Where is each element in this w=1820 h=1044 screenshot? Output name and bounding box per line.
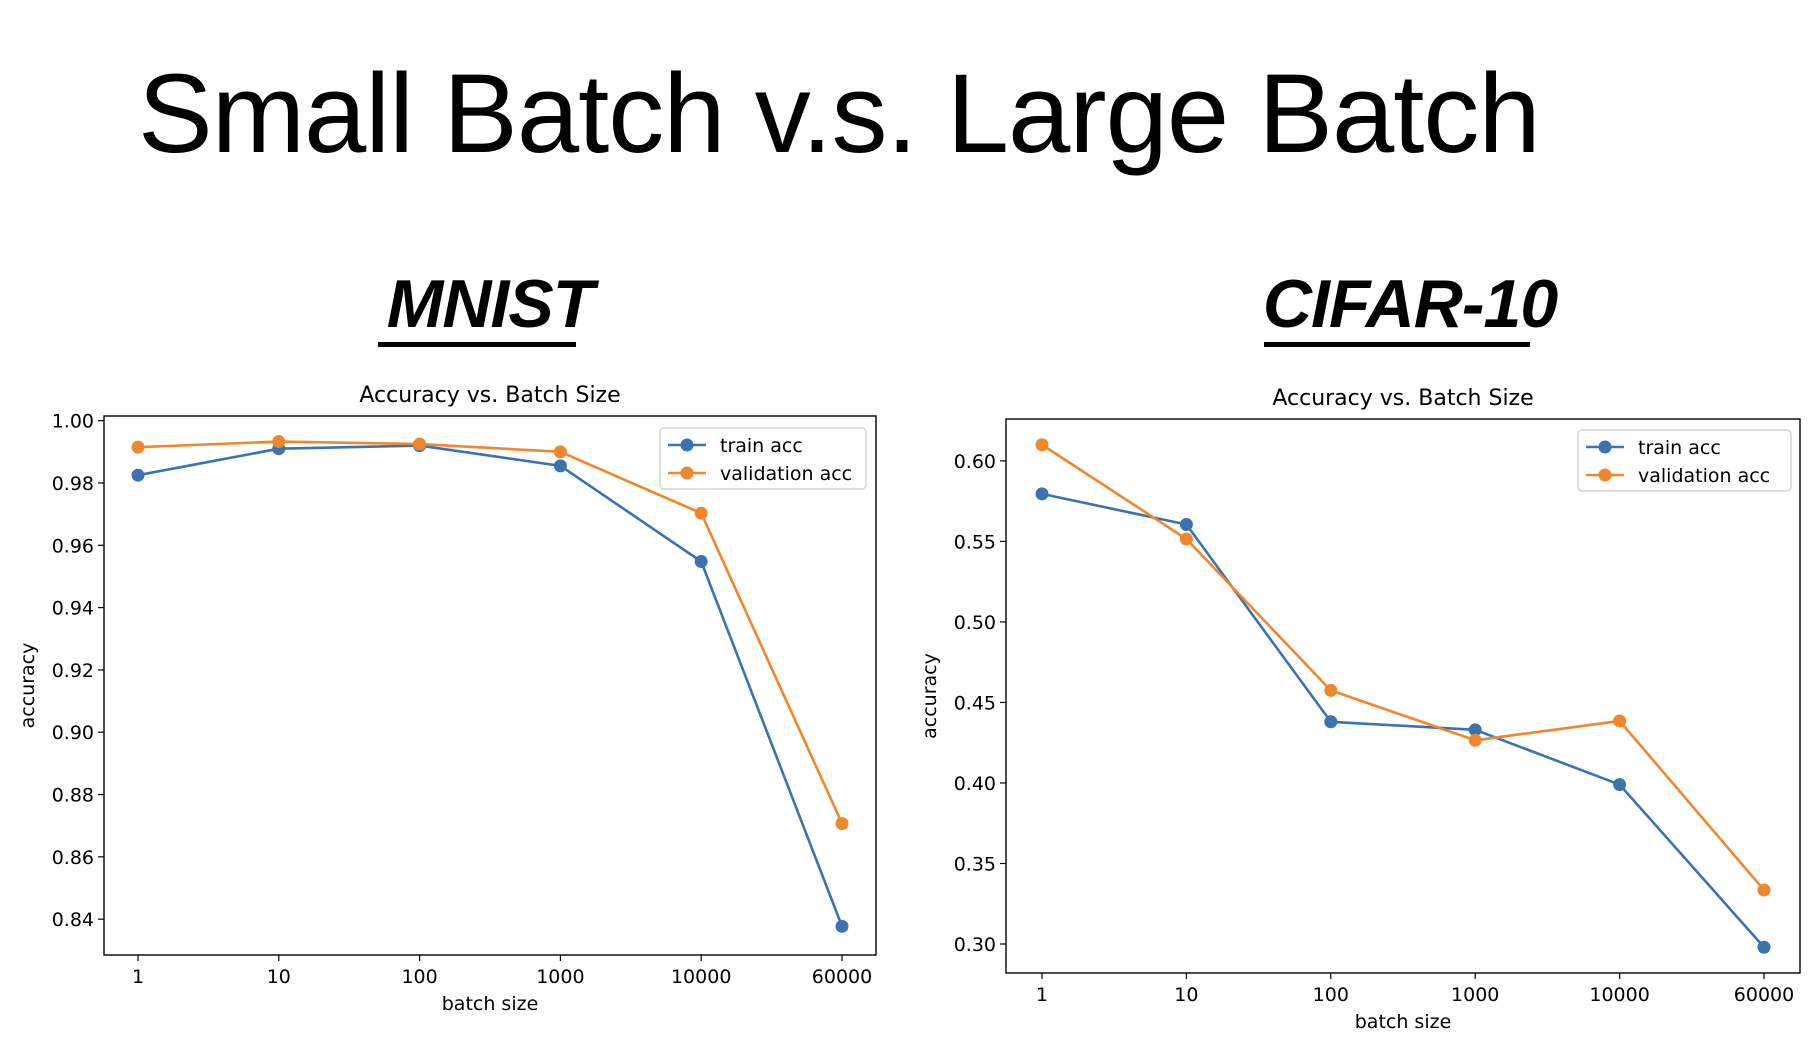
y-tick-label: 0.86 [52,847,94,869]
data-point-train [1757,940,1771,954]
data-point-validation [1468,733,1482,747]
mnist-heading-underline [378,342,576,347]
legend-marker [680,466,694,480]
legend-label: validation acc [1638,465,1770,487]
y-tick-label: 0.88 [52,785,94,807]
chart-mnist: Accuracy vs. Batch Size 1 10 100 1000 10000 60… [17,383,877,1015]
data-point-validation [553,445,567,459]
x-tick-label: 10000 [671,966,731,988]
data-point-validation [272,435,286,449]
data-point-validation [835,817,849,831]
y-tick-label: 0.40 [954,773,996,795]
series-line-train [1041,492,1765,949]
legend-box [659,427,867,490]
chart-title: Accuracy vs. Batch Size [1272,386,1533,411]
data-point-train [272,442,286,456]
data-point-train [413,439,427,453]
y-tick-label: 0.35 [954,853,996,875]
legend-label: train acc [1638,437,1721,459]
data-point-train [1324,715,1338,729]
data-point-train [1179,517,1193,531]
data-point-validation [1035,438,1049,452]
chart-cifar10: Accuracy vs. Batch Size 1 10 100 1000 10000 60… [919,386,1801,1033]
y-tick-label: 0.98 [52,473,94,495]
y-tick-label: 0.50 [954,612,996,634]
y-tick-label: 0.90 [52,722,94,744]
y-tick-label: 0.84 [52,909,94,931]
y-tick-label: 0.60 [954,451,996,473]
x-tick-label: 1 [132,966,144,988]
data-point-validation [131,440,145,454]
data-point-train [835,919,849,933]
data-point-validation [1179,532,1193,546]
series-line-validation [1041,443,1765,891]
plot-frame [1005,418,1801,974]
y-tick-label: 0.94 [52,598,94,620]
data-point-train [553,459,567,473]
x-axis-label: batch size [442,993,539,1015]
data-point-train [131,468,145,482]
y-tick-label: 0.30 [954,934,996,956]
data-point-validation [1613,714,1627,728]
data-point-validation [1757,883,1771,897]
x-tick-label: 10 [1174,984,1198,1006]
y-axis-label: accuracy [919,653,941,739]
y-tick-label: 1.00 [52,411,94,433]
chart-title: Accuracy vs. Batch Size [359,383,620,408]
plot-frame [103,415,877,956]
y-tick-label: 0.96 [52,535,94,557]
y-tick-label: 0.92 [52,660,94,682]
legend-marker [1598,440,1612,454]
legend-box [1577,429,1792,492]
x-tick-label: 60000 [812,966,872,988]
x-tick-label: 1 [1036,984,1048,1006]
legend-label: train acc [720,435,803,457]
y-tick-label: 0.55 [954,531,996,553]
data-point-train [1613,778,1627,792]
x-tick-label: 100 [1313,984,1349,1006]
slide-title: Small Batch v.s. Large Batch [138,51,1541,176]
y-tick-label: 0.45 [954,692,996,714]
data-point-train [1468,723,1482,737]
x-tick-label: 10 [267,966,291,988]
series-line-validation [137,440,844,825]
data-point-train [694,554,708,568]
series-line-train [137,444,844,927]
legend-label: validation acc [720,463,852,485]
legend-marker [1598,468,1612,482]
x-tick-label: 1000 [536,966,584,988]
x-axis-label: batch size [1355,1011,1452,1033]
data-point-validation [1324,683,1338,697]
x-tick-label: 1000 [1451,984,1499,1006]
data-point-validation [694,506,708,520]
data-point-validation [413,437,427,451]
x-tick-label: 60000 [1734,984,1794,1006]
cifar10-heading-underline [1264,342,1530,347]
data-point-train [1035,487,1049,501]
mnist-heading: MNIST [386,266,595,342]
cifar10-heading: CIFAR-10 [1262,266,1558,342]
y-axis-label: accuracy [17,643,39,729]
x-tick-label: 100 [401,966,437,988]
legend-marker [680,438,694,452]
x-tick-label: 10000 [1589,984,1649,1006]
